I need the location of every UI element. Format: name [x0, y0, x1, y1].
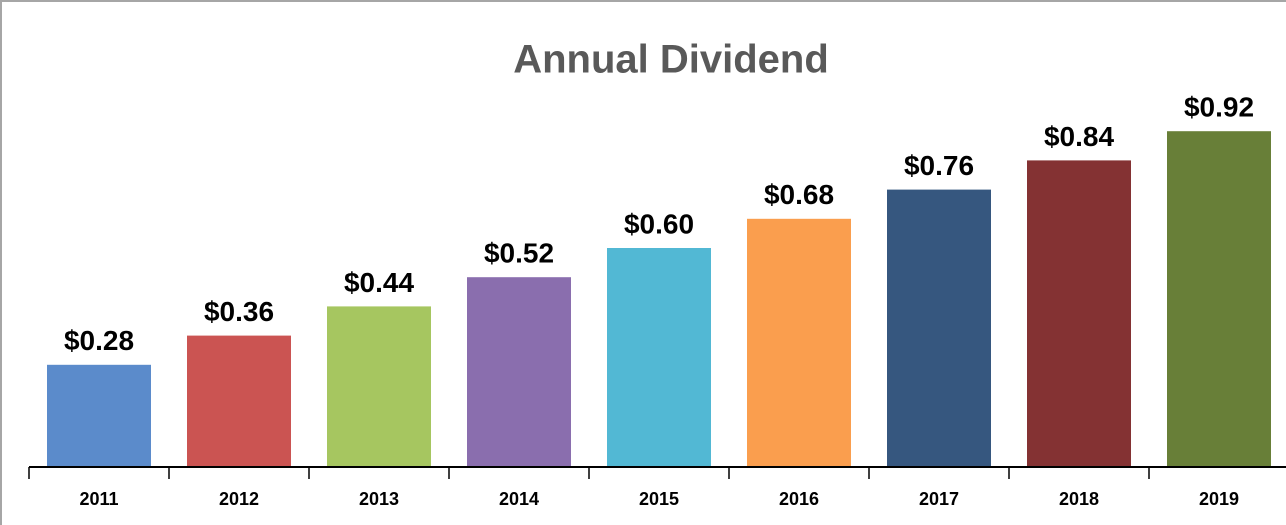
value-label: $0.60: [624, 208, 694, 239]
x-tick-label: 2012: [219, 489, 259, 509]
bar: [467, 277, 571, 467]
value-label: $0.44: [344, 267, 414, 298]
x-tick-label: 2016: [779, 489, 819, 509]
x-tick-label: 2014: [499, 489, 539, 509]
x-tick-label: 2019: [1199, 489, 1239, 509]
chart-title: Annual Dividend: [513, 38, 829, 82]
value-label: $0.84: [1044, 121, 1114, 152]
bar: [747, 218, 851, 467]
x-tick-label: 2015: [639, 489, 679, 509]
value-label: $0.92: [1184, 92, 1254, 123]
bar: [1027, 160, 1131, 467]
bar: [887, 189, 991, 467]
value-label: $0.76: [904, 150, 974, 181]
bar: [1167, 131, 1271, 467]
value-label: $0.28: [64, 325, 134, 356]
x-tick-label: 2017: [919, 489, 959, 509]
x-tick-label: 2011: [79, 489, 118, 509]
value-label: $0.36: [204, 296, 274, 327]
value-label: $0.68: [764, 179, 834, 210]
bar: [607, 248, 711, 467]
x-tick-label: 2018: [1059, 489, 1099, 509]
bar: [187, 335, 291, 467]
value-label: $0.52: [484, 238, 554, 269]
bar: [327, 306, 431, 467]
x-tick-label: 2013: [359, 489, 399, 509]
bar: [47, 364, 151, 467]
